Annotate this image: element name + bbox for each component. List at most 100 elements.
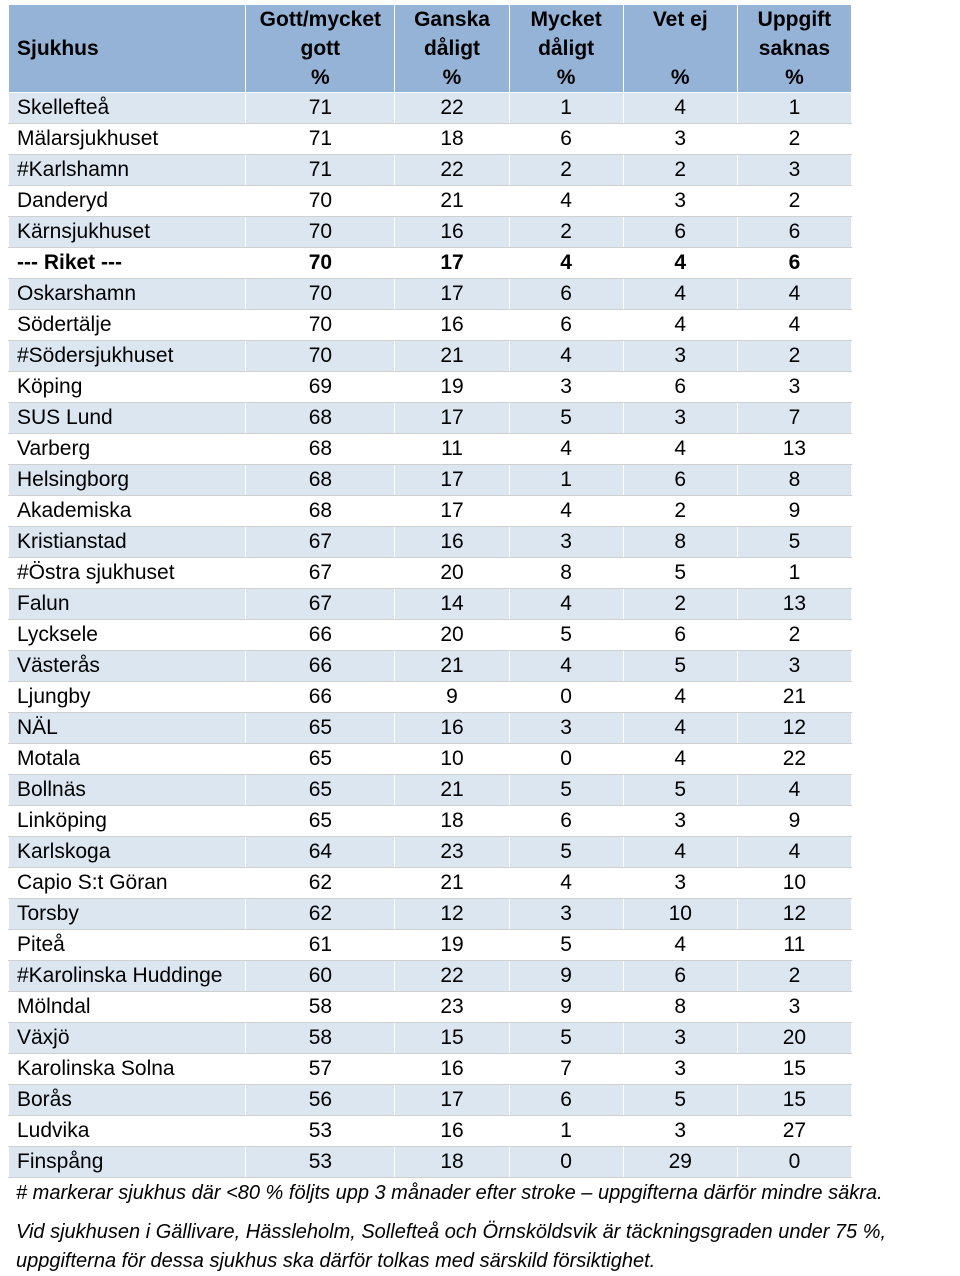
percent-cell: 2 (508, 154, 624, 186)
column-header-line: dåligt (424, 37, 481, 60)
percent-cell: 4 (508, 340, 624, 372)
percent-cell: 15 (736, 1053, 853, 1085)
hospital-name-cell: Skellefteå (7, 92, 247, 124)
percent-cell: 53 (245, 1115, 396, 1147)
percent-cell: 12 (394, 898, 510, 930)
percent-cell: 4 (622, 836, 738, 868)
percent-cell: 9 (736, 495, 853, 527)
percent-cell: 4 (508, 185, 624, 217)
percent-cell: 9 (394, 681, 510, 713)
column-header-line: Mycket (530, 8, 602, 31)
percent-cell: 5 (622, 650, 738, 682)
percent-cell: 16 (394, 309, 510, 341)
percent-cell: 2 (736, 123, 853, 155)
percent-cell: 4 (736, 278, 853, 310)
percent-cell: 0 (508, 743, 624, 775)
percent-cell: 3 (622, 123, 738, 155)
table-row: Karlskoga 64 23 5 4 4 (7, 836, 853, 868)
percent-cell: 0 (508, 681, 624, 713)
percent-cell: 13 (736, 588, 853, 620)
table-row: SUS Lund 68 17 5 3 7 (7, 402, 853, 434)
percent-cell: 6 (736, 216, 853, 248)
hospital-name-cell: Lycksele (7, 619, 247, 651)
hospital-name-cell: Södertälje (7, 309, 247, 341)
hospital-name-cell: #Södersjukhuset (7, 340, 247, 372)
percent-cell: 66 (245, 681, 396, 713)
column-header-line: Vet ej (652, 8, 708, 31)
percent-cell: 21 (394, 185, 510, 217)
hospital-name-cell: Kärnsjukhuset (7, 216, 247, 248)
table-row: Ljungby 66 9 0 4 21 (7, 681, 853, 713)
percent-cell: 5 (622, 774, 738, 806)
percent-cell: 4 (622, 278, 738, 310)
percent-cell: 16 (394, 526, 510, 558)
percent-cell: 6 (622, 619, 738, 651)
hospital-name-cell: Kristianstad (7, 526, 247, 558)
hospital-name-cell: Västerås (7, 650, 247, 682)
hospital-name-cell: NÄL (7, 712, 247, 744)
percent-cell: 20 (394, 619, 510, 651)
percent-cell: 3 (508, 712, 624, 744)
hospital-name-cell: Torsby (7, 898, 247, 930)
percent-cell: 2 (622, 495, 738, 527)
percent-cell: 5 (736, 526, 853, 558)
hospital-name-cell: Motala (7, 743, 247, 775)
column-header-line: % (556, 66, 576, 89)
percent-cell: 17 (394, 402, 510, 434)
percent-cell: 62 (245, 867, 396, 899)
percent-cell: 4 (508, 495, 624, 527)
table-row: Akademiska 68 17 4 2 9 (7, 495, 853, 527)
footnotes: # markerar sjukhus där <80 % följts upp … (16, 1179, 952, 1276)
table-row: Capio S:t Göran 62 21 4 3 10 (7, 867, 853, 899)
percent-cell: 6 (508, 805, 624, 837)
hospital-name-cell: Varberg (7, 433, 247, 465)
percent-cell: 3 (622, 402, 738, 434)
table-row: Borås 56 17 6 5 15 (7, 1084, 853, 1116)
percent-cell: 62 (245, 898, 396, 930)
percent-cell: 71 (245, 154, 396, 186)
table-row: Kärnsjukhuset 70 16 2 6 6 (7, 216, 853, 248)
table-row: Helsingborg 68 17 1 6 8 (7, 464, 853, 496)
percent-cell: 27 (736, 1115, 853, 1147)
percent-cell: 15 (736, 1084, 853, 1116)
percent-cell: 4 (622, 712, 738, 744)
percent-cell: 4 (736, 774, 853, 806)
percent-cell: 2 (622, 588, 738, 620)
percent-cell: 3 (736, 991, 853, 1023)
column-header-line: % (442, 66, 462, 89)
percent-cell: 13 (736, 433, 853, 465)
percent-cell: 70 (245, 185, 396, 217)
percent-cell: 65 (245, 774, 396, 806)
percent-cell: 70 (245, 216, 396, 248)
percent-cell: 1 (508, 92, 624, 124)
table-row: Mölndal 58 23 9 8 3 (7, 991, 853, 1023)
percent-cell: 8 (622, 991, 738, 1023)
hospital-name-cell: Helsingborg (7, 464, 247, 496)
column-header-line: Sjukhus (17, 37, 99, 60)
hospital-name-cell: Finspång (7, 1146, 247, 1178)
column-header-line: % (785, 66, 804, 89)
column-header-line: Uppgift (757, 8, 832, 31)
percent-cell: 1 (736, 557, 853, 589)
footnote-coverage-line1: Vid sjukhusen i Gällivare, Hässleholm, S… (16, 1221, 887, 1243)
percent-cell: 0 (508, 1146, 624, 1178)
percent-cell: 17 (394, 495, 510, 527)
percent-cell: 10 (622, 898, 738, 930)
hospital-name-cell: Capio S:t Göran (7, 867, 247, 899)
percent-cell: 16 (394, 1115, 510, 1147)
table-header: Sjukhus Gott/mycket gott% Ganska dåligt% Myck… (7, 4, 853, 93)
percent-cell: 11 (736, 929, 853, 961)
percent-cell: 6 (622, 960, 738, 992)
header-row: Sjukhus Gott/mycket gott% Ganska dåligt% Myck… (7, 4, 853, 93)
percent-cell: 22 (736, 743, 853, 775)
percent-cell: 60 (245, 960, 396, 992)
percent-cell: 12 (736, 898, 853, 930)
percent-cell: 65 (245, 743, 396, 775)
percent-cell: 67 (245, 588, 396, 620)
column-header-3: Mycket dåligt% (508, 4, 624, 93)
column-header-0: Sjukhus (7, 4, 247, 93)
hospital-name-cell: --- Riket --- (7, 247, 247, 279)
percent-cell: 21 (394, 867, 510, 899)
hospital-name-cell: Mölndal (7, 991, 247, 1023)
percent-cell: 3 (508, 371, 624, 403)
